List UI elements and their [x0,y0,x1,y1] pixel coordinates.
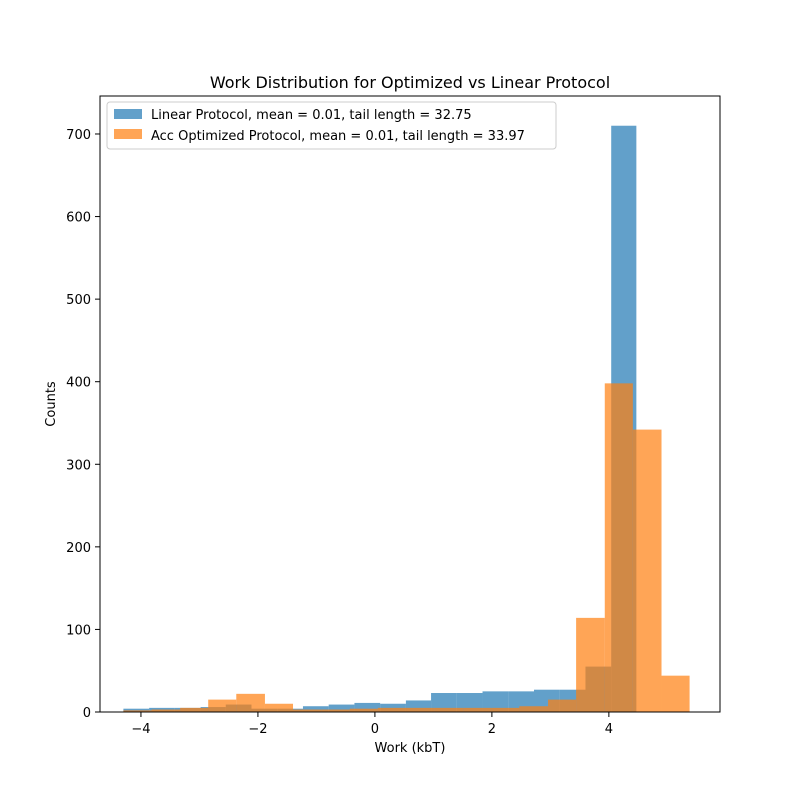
x-axis-label: Work (kbT) [375,741,446,756]
histogram-bar [661,675,690,712]
histogram-bar [354,702,381,712]
x-tick-label: −4 [131,722,150,737]
histogram-bar [236,693,265,712]
y-axis-label: Counts [44,381,59,427]
histogram-bar [431,693,457,712]
histogram-bar [349,708,378,712]
legend-label-linear: Linear Protocol, mean = 0.01, tail lengt… [151,108,472,123]
histogram-bar [180,707,209,712]
y-axis-ticks: 0 100 200 300 400 500 600 700 [66,128,100,721]
x-tick-label: −2 [248,722,267,737]
y-tick-label: 100 [66,623,91,638]
x-tick-label: 4 [605,722,613,737]
histogram-bar [632,429,662,712]
x-tick-label: 0 [371,722,379,737]
y-tick-label: 600 [66,211,91,226]
histogram-bar [604,383,633,712]
histogram-bar [377,707,407,712]
histogram-bar [208,699,237,712]
histogram-bar [405,700,432,712]
histogram-bar [456,693,483,712]
histogram-bar [151,709,181,712]
legend-box [106,101,557,150]
histogram-bar [293,709,322,712]
histogram-bar [463,707,492,712]
legend-swatch-linear [114,109,142,119]
y-tick-label: 400 [66,376,91,391]
histogram-bars [123,125,690,712]
histogram-bar [482,691,509,712]
chart-title: Work Distribution for Optimized vs Linea… [210,73,610,92]
y-tick-label: 200 [66,541,91,556]
legend-label-optimized: Acc Optimized Protocol, mean = 0.01, tai… [151,129,525,144]
legend-swatch-optimized [114,129,142,139]
y-tick-label: 700 [66,128,91,143]
histogram-bar [302,706,329,712]
y-tick-label: 300 [66,458,91,473]
plot-frame [99,95,721,713]
histogram-bar [434,707,464,712]
histogram-bar [123,710,152,712]
histogram-bar [264,703,294,712]
histogram-bar [328,704,355,712]
histogram-bar [576,617,605,712]
x-axis-ticks: −4 −2 0 2 4 [131,712,613,737]
series-0-bars [123,125,637,712]
histogram-bar [548,699,577,712]
series-1-bars [123,383,690,712]
legend: Linear Protocol, mean = 0.01, tail lengt… [106,101,557,150]
histogram-bar [519,706,549,712]
histogram-bar [321,709,350,712]
x-tick-label: 2 [488,722,496,737]
y-tick-label: 500 [66,293,91,308]
histogram-bar [406,707,435,712]
histogram-bar [491,707,520,712]
y-tick-label: 0 [83,706,91,721]
